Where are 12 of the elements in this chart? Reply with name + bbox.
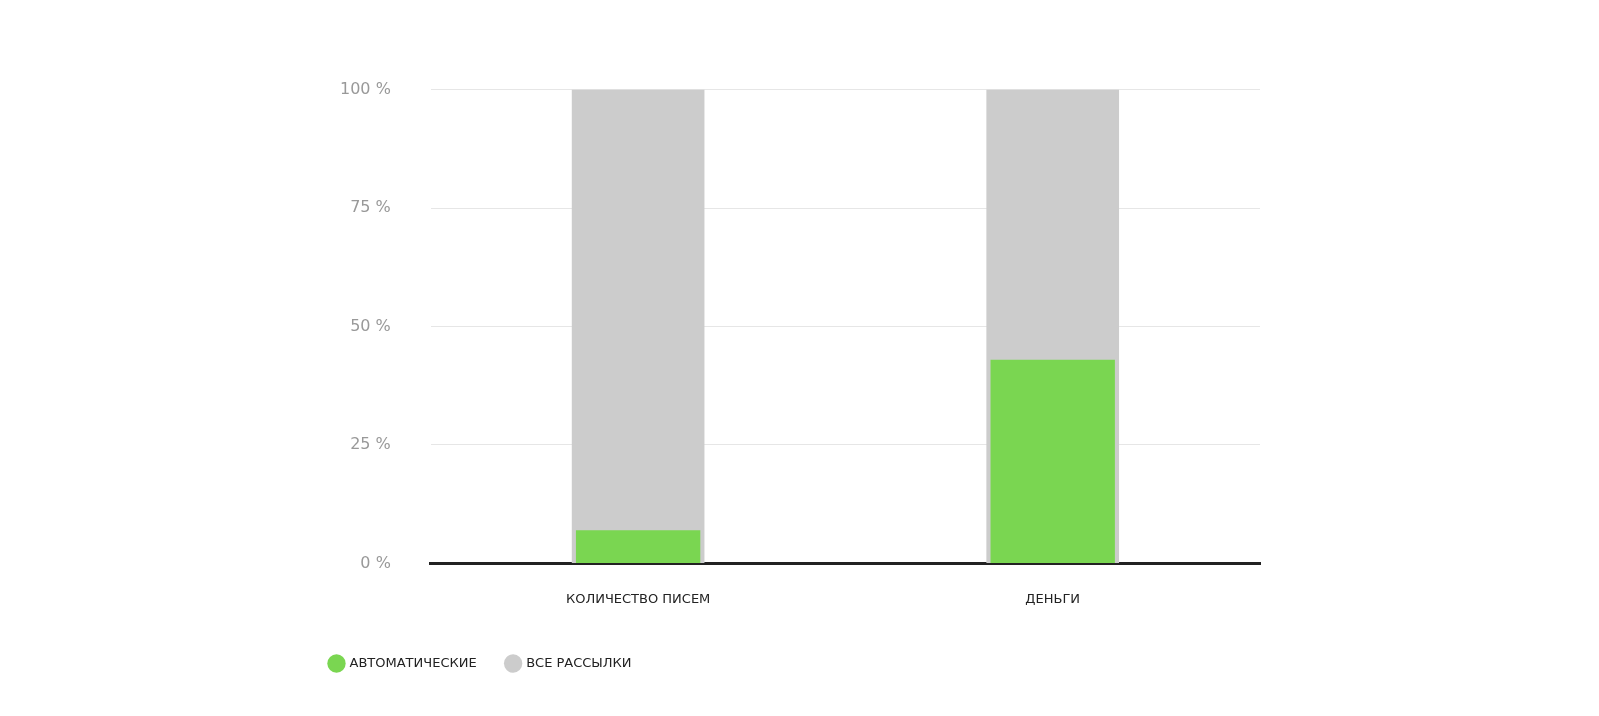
bar — [575, 530, 701, 563]
x-tick-label: КОЛИЧЕСТВО ПИСЕМ — [565, 590, 711, 606]
y-tick-label: 0 % — [360, 552, 391, 572]
y-tick-label: 25 % — [350, 434, 391, 454]
legend-label: АВТОМАТИЧЕСКИЕ — [349, 654, 477, 670]
legend-label: ВСЕ РАССЫЛКИ — [526, 654, 632, 670]
x-tick-label: ДЕНЬГИ — [1025, 590, 1081, 606]
bar — [571, 89, 705, 563]
bar — [990, 359, 1115, 563]
y-tick-label: 75 % — [350, 197, 391, 217]
y-tick-label: 100 % — [340, 78, 391, 98]
y-tick-label: 50 % — [350, 315, 391, 335]
